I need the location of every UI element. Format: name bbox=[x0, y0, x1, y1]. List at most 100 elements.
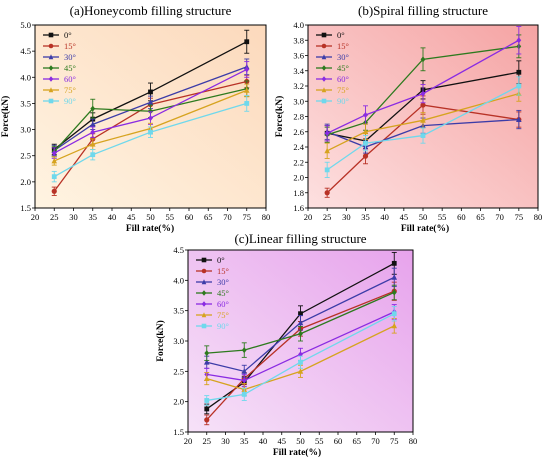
y-tick-label: 2.0 bbox=[173, 397, 184, 407]
data-point bbox=[243, 87, 250, 93]
y-axis-label: Force(kN) bbox=[0, 96, 11, 138]
x-axis-label: Fill rate(%) bbox=[273, 447, 321, 457]
legend: 0°15°30°45°60°75°90° bbox=[43, 30, 76, 106]
legend-label: 75° bbox=[337, 85, 349, 95]
legend-marker bbox=[48, 32, 54, 38]
data-point bbox=[516, 116, 522, 122]
chart-title: (c)Linear filling structure bbox=[234, 231, 366, 246]
series-4 bbox=[324, 26, 522, 142]
data-point bbox=[244, 66, 250, 73]
data-point bbox=[516, 69, 522, 75]
legend-marker bbox=[48, 98, 54, 104]
legend-label: 90° bbox=[217, 321, 229, 331]
legend-label: 0° bbox=[217, 255, 225, 265]
x-tick-label: 25 bbox=[323, 212, 332, 222]
data-point bbox=[298, 359, 303, 365]
series-5 bbox=[203, 318, 398, 397]
y-tick-label: 3.4 bbox=[293, 66, 304, 76]
data-point bbox=[147, 99, 154, 105]
data-point bbox=[298, 330, 303, 337]
data-point bbox=[362, 128, 369, 135]
legend-marker bbox=[201, 301, 207, 307]
legend-marker bbox=[48, 65, 54, 71]
y-tick-label: 2.5 bbox=[173, 366, 184, 376]
data-point bbox=[241, 368, 248, 374]
y-tick-label: 1.5 bbox=[20, 203, 31, 213]
data-point bbox=[148, 108, 153, 115]
data-point bbox=[244, 101, 250, 106]
legend: 0°15°30°45°60°75°90° bbox=[316, 30, 349, 106]
chart-title: (a)Honeycomb filling structure bbox=[70, 3, 232, 18]
data-point bbox=[241, 347, 247, 354]
data-point bbox=[203, 359, 210, 365]
data-point bbox=[51, 174, 57, 180]
y-tick-label: 2.6 bbox=[293, 127, 304, 137]
legend-marker bbox=[201, 312, 207, 318]
data-point bbox=[363, 111, 368, 118]
data-point bbox=[241, 377, 247, 384]
legend-marker bbox=[321, 54, 327, 60]
x-tick-label: 50 bbox=[296, 436, 305, 446]
series-3 bbox=[204, 284, 397, 361]
data-point bbox=[297, 368, 304, 374]
data-point bbox=[148, 129, 153, 135]
series-line bbox=[326, 85, 520, 171]
data-point bbox=[204, 417, 210, 423]
data-point bbox=[420, 56, 426, 63]
legend-label: 45° bbox=[337, 63, 349, 73]
x-tick-label: 65 bbox=[476, 212, 485, 222]
y-tick-label: 1.8 bbox=[293, 188, 304, 198]
y-tick-label: 4.0 bbox=[293, 20, 304, 30]
legend-marker bbox=[321, 98, 327, 104]
y-tick-label: 1.6 bbox=[293, 203, 304, 213]
data-point bbox=[203, 375, 210, 382]
legend-marker bbox=[321, 65, 327, 71]
legend-marker bbox=[48, 43, 54, 49]
y-tick-label: 4.5 bbox=[173, 245, 184, 255]
series-6 bbox=[51, 95, 250, 183]
legend-label: 45° bbox=[217, 288, 229, 298]
series-line bbox=[206, 291, 395, 354]
y-tick-label: 2.2 bbox=[293, 157, 304, 167]
data-point bbox=[51, 150, 57, 157]
x-tick-label: 30 bbox=[69, 212, 78, 222]
data-point bbox=[391, 289, 397, 296]
data-point bbox=[204, 406, 210, 412]
series-line bbox=[326, 45, 519, 136]
data-point bbox=[204, 398, 210, 403]
x-tick-label: 75 bbox=[390, 436, 399, 446]
data-point bbox=[51, 188, 57, 194]
y-tick-label: 3.0 bbox=[20, 125, 31, 135]
data-point bbox=[297, 319, 304, 326]
y-tick-label: 1.5 bbox=[173, 427, 184, 437]
series-line bbox=[327, 71, 519, 142]
data-point bbox=[363, 140, 368, 146]
series-line bbox=[53, 88, 247, 152]
x-tick-label: 80 bbox=[409, 436, 418, 446]
legend-label: 30° bbox=[64, 52, 76, 62]
legend: 0°15°30°45°60°75°90° bbox=[196, 255, 229, 331]
legend-marker bbox=[201, 323, 207, 329]
data-point bbox=[244, 39, 250, 45]
series-line bbox=[53, 41, 248, 150]
data-point bbox=[51, 157, 58, 164]
legend-label: 75° bbox=[64, 85, 76, 95]
x-tick-label: 45 bbox=[278, 436, 287, 446]
x-tick-label: 45 bbox=[127, 212, 136, 222]
x-tick-label: 35 bbox=[240, 436, 249, 446]
x-tick-label: 80 bbox=[534, 212, 543, 222]
x-tick-label: 65 bbox=[204, 212, 213, 222]
series-line bbox=[206, 290, 395, 421]
x-tick-label: 60 bbox=[334, 436, 343, 446]
data-point bbox=[298, 311, 303, 317]
x-tick-label: 20 bbox=[31, 212, 40, 222]
chart-panel-2: 20 25 30 35 40 45 50 55 60 65 70 75 80 1.5 2.0 2.5 3.0 3.… bbox=[155, 231, 417, 457]
series-6 bbox=[324, 76, 522, 178]
legend-marker bbox=[321, 43, 327, 49]
legend-label: 0° bbox=[337, 30, 345, 40]
series-line bbox=[326, 104, 519, 194]
x-tick-label: 40 bbox=[108, 212, 117, 222]
x-tick-label: 50 bbox=[146, 212, 155, 222]
y-tick-label: 3.6 bbox=[293, 51, 304, 61]
